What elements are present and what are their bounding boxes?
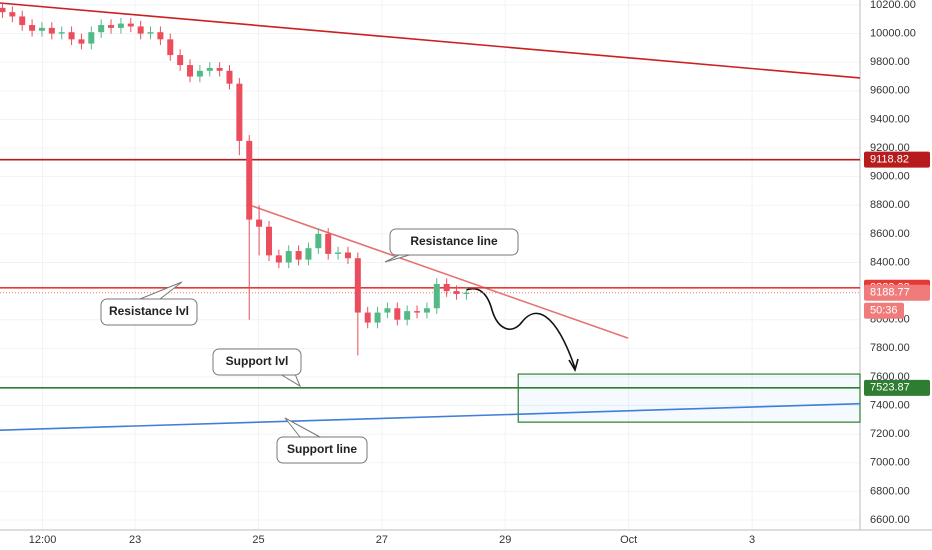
candle-body — [226, 70, 233, 84]
candle-body — [364, 312, 371, 323]
price-label: 9118.82 — [870, 154, 909, 166]
candle-body — [177, 55, 184, 66]
candle-body — [275, 255, 282, 263]
candle-body — [423, 308, 430, 313]
price-label: 7523.87 — [870, 382, 910, 394]
callout: Resistance lvl — [100, 281, 198, 326]
candle-body — [157, 32, 164, 40]
candle-body — [0, 7, 6, 13]
callout: Resistance line — [384, 228, 519, 263]
target-box — [517, 373, 861, 423]
callout-box — [212, 348, 302, 376]
candle-body — [127, 23, 134, 27]
countdown-bg — [864, 302, 904, 319]
callout-text: Resistance line — [410, 234, 498, 248]
candle-body — [187, 65, 194, 77]
candle-body — [404, 311, 411, 320]
candle-body — [68, 32, 75, 40]
price-label-bg — [864, 379, 930, 396]
y-tick-label: 9200.00 — [870, 142, 910, 154]
y-tick-label: 7200.00 — [870, 428, 910, 440]
y-tick-label: 9800.00 — [870, 56, 910, 68]
price-label-bg — [864, 284, 930, 301]
candle-body — [453, 291, 460, 294]
y-tick-label: 8600.00 — [870, 228, 910, 240]
candle-body — [325, 233, 332, 254]
x-tick-label: 25 — [252, 534, 264, 546]
candle-body — [117, 23, 124, 28]
candle-body — [29, 25, 36, 31]
callout-box — [100, 298, 198, 326]
candle-body — [108, 25, 115, 28]
price-label-bg — [864, 151, 930, 168]
candle-body — [78, 39, 85, 44]
x-tick-label: 27 — [376, 534, 388, 546]
candle-body — [206, 67, 213, 71]
y-tick-label: 6800.00 — [870, 485, 910, 497]
y-tick-label: 9400.00 — [870, 113, 910, 125]
candle-body — [38, 27, 45, 31]
candle-body — [285, 251, 292, 263]
candle-body — [354, 258, 361, 313]
countdown: 50:36 — [870, 305, 898, 317]
candle-body — [147, 32, 154, 34]
trend-line — [0, 402, 861, 431]
x-tick-label: Oct — [620, 534, 637, 546]
candle-body — [384, 308, 391, 313]
projection-arrow — [465, 288, 576, 369]
candle-body — [265, 226, 272, 256]
candle-body — [344, 252, 351, 259]
callout-text: Resistance lvl — [109, 304, 189, 318]
trend-line — [249, 204, 629, 339]
candle-body — [137, 26, 144, 34]
x-tick-label: 12:00 — [29, 534, 57, 546]
candle-body — [394, 308, 401, 320]
arrow-head — [568, 358, 579, 373]
callout: Support lvl — [212, 348, 302, 388]
candle-body — [305, 248, 312, 260]
candle-body — [167, 39, 174, 56]
candle-body — [236, 83, 243, 141]
y-tick-label: 8400.00 — [870, 256, 910, 268]
y-tick-label: 10200.00 — [870, 0, 916, 11]
y-tick-label: 7400.00 — [870, 399, 910, 411]
callout-text: Support lvl — [226, 354, 289, 368]
price-label: 8188.77 — [870, 287, 910, 299]
candle-body — [88, 32, 95, 44]
candle-body — [433, 283, 440, 309]
candle-body — [98, 25, 105, 33]
candle-body — [19, 16, 26, 26]
candle-body — [335, 252, 342, 254]
y-tick-label: 9000.00 — [870, 171, 910, 183]
y-tick-label: 10000.00 — [870, 28, 916, 40]
candle-body — [9, 12, 16, 17]
candle-body — [315, 233, 322, 249]
candle-body — [196, 70, 203, 77]
callout-box — [276, 436, 368, 464]
trend-line — [0, 2, 861, 79]
x-tick-label: 3 — [749, 534, 755, 546]
candle-body — [58, 32, 65, 34]
candle-body — [256, 219, 263, 227]
callout-box — [389, 228, 519, 256]
candle-body — [216, 67, 223, 71]
y-tick-label: 9600.00 — [870, 85, 910, 97]
candle-body — [246, 140, 253, 220]
candle-body — [48, 27, 55, 34]
candle-body — [443, 283, 450, 292]
y-tick-label: 6600.00 — [870, 514, 910, 526]
x-tick-label: 29 — [499, 534, 511, 546]
callout-text: Support line — [287, 442, 357, 456]
x-tick-label: 23 — [129, 534, 141, 546]
candle-body — [463, 292, 470, 294]
callout: Support line — [276, 417, 368, 464]
y-tick-label: 8800.00 — [870, 199, 910, 211]
candle-body — [414, 311, 421, 313]
y-tick-label: 7000.00 — [870, 457, 910, 469]
candle-body — [295, 251, 302, 260]
candle-body — [374, 312, 381, 323]
y-tick-label: 7800.00 — [870, 342, 910, 354]
